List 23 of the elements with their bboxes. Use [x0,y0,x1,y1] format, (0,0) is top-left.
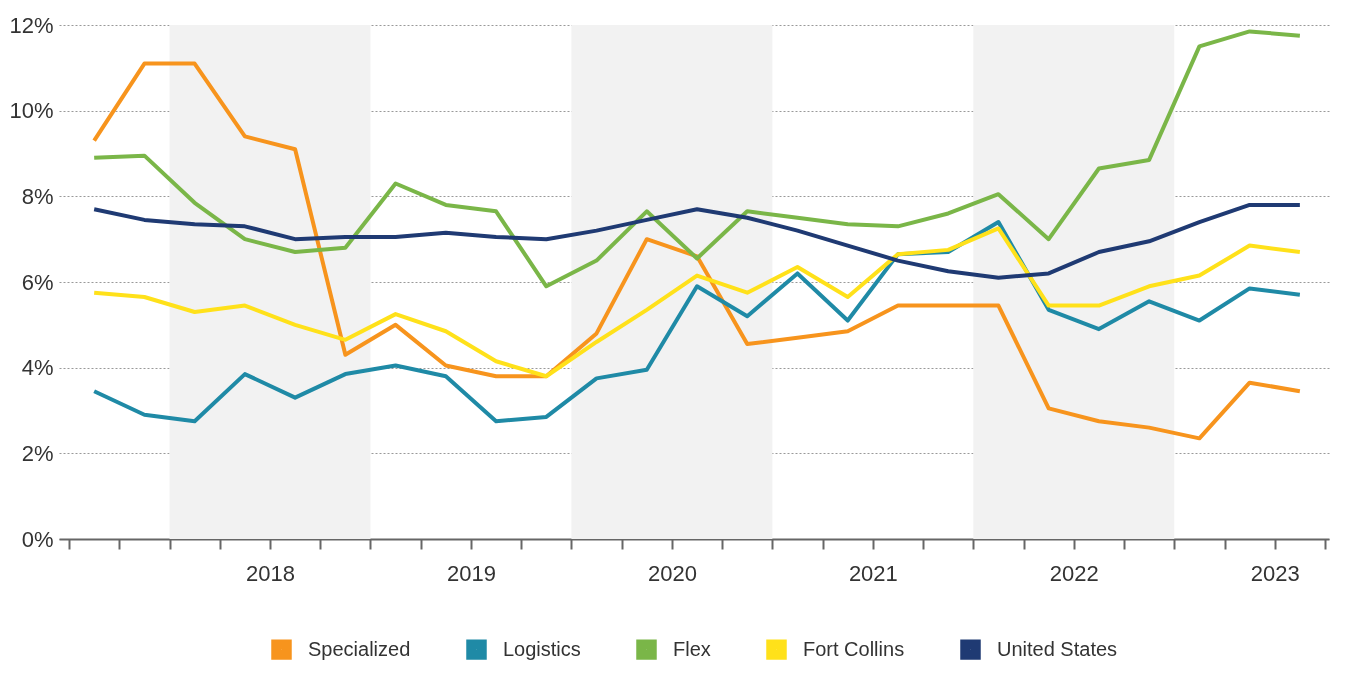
line-series [92,226,1302,379]
line-series [92,220,1302,424]
legend-label: Fort Collins [803,637,905,660]
legend-label: United States [997,637,1118,660]
x-tick-label: 2018 [246,560,295,586]
legend-label: Logistics [503,637,581,660]
y-tick-label: 12% [9,12,54,38]
x-tick-label: 2022 [1049,560,1099,586]
y-tick-label: 0% [21,526,54,552]
y-tick-label: 2% [21,440,54,466]
y-tick-label: 8% [21,183,54,209]
x-tick-label: 2021 [848,560,898,586]
legend-label: Specialized [308,637,411,660]
y-tick-label: 4% [21,355,54,381]
line-series [92,202,1302,280]
x-tick-label: 2019 [446,560,496,586]
line-series [92,61,1302,441]
x-tick-label: 2023 [1250,560,1300,586]
line-series [92,29,1302,289]
y-tick-label: 6% [21,269,54,295]
y-tick-label: 10% [9,98,54,124]
legend-label: Flex [673,637,711,660]
x-tick-label: 2020 [647,560,697,586]
